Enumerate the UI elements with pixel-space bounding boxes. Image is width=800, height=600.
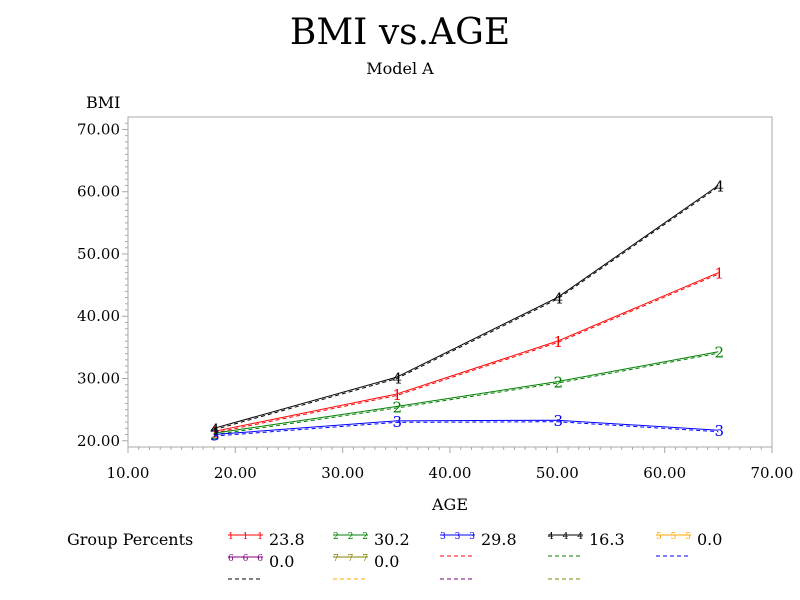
legend-value: 23.8	[269, 530, 305, 549]
legend-value: 0.0	[269, 552, 294, 571]
legend-marker: 7 7 7	[333, 554, 368, 564]
data-point-marker: 1	[210, 423, 220, 441]
chart-subtitle: Model A	[366, 59, 434, 78]
legend-entry: 5 5 5 0.0	[656, 530, 722, 549]
series-line	[213, 419, 719, 436]
x-tick-label: 50.00	[536, 464, 579, 482]
y-tick-label: 40.00	[77, 307, 120, 325]
series-dashed-line	[213, 352, 719, 436]
data-point-marker: 3	[554, 412, 564, 430]
legend-entry: 7 7 7 0.0	[333, 552, 399, 571]
data-point-marker: 3	[715, 422, 725, 440]
series-line	[213, 272, 719, 432]
legend-value: 0.0	[697, 530, 722, 549]
x-tick-label: 60.00	[643, 464, 686, 482]
legend-entry: 1 1 1 23.8	[228, 530, 305, 549]
legend-entry: 3 3 3 29.8	[440, 530, 517, 549]
x-tick-label: 20.00	[214, 464, 257, 482]
series-line	[213, 185, 719, 429]
data-point-marker: 2	[715, 344, 725, 362]
legend-value: 16.3	[589, 530, 625, 549]
y-tick-label: 60.00	[77, 183, 120, 201]
x-tick-label: 70.00	[751, 464, 794, 482]
series-dashed-line	[213, 273, 719, 434]
legend-entry: 6 6 6 0.0	[228, 552, 294, 571]
data-point-marker: 3	[393, 413, 403, 431]
y-tick-label: 30.00	[77, 370, 120, 388]
data-point-marker: 3	[210, 427, 220, 445]
series-4: 4 4 4 4	[210, 177, 724, 438]
y-axis: 20.00 30.00 40.00 50.00 60.00 70.00	[77, 117, 129, 450]
chart-title: BMI vs.AGE	[290, 12, 510, 53]
legend-marker: 2 2 2	[333, 532, 368, 542]
legend-marker: 3 3 3	[440, 532, 475, 542]
legend-marker: 5 5 5	[656, 532, 691, 542]
data-point-marker: 2	[554, 374, 564, 392]
series-3: 3 3 3 3	[210, 412, 724, 444]
data-point-marker: 1	[554, 333, 564, 351]
legend-value: 29.8	[481, 530, 517, 549]
data-point-marker: 4	[715, 177, 725, 195]
y-axis-label: BMI	[86, 93, 120, 112]
data-point-marker: 1	[715, 265, 725, 283]
plot-area-frame	[127, 116, 773, 448]
y-tick-label: 50.00	[77, 245, 120, 263]
series-1: 1 1 1 1	[210, 265, 724, 442]
legend-marker: 4 4 4	[548, 532, 583, 542]
series-line	[213, 351, 719, 434]
x-axis: 10.00 20.00 30.00 40.00 50.00 60.00 70.00	[107, 446, 794, 482]
data-point-marker: 4	[393, 369, 403, 387]
series-dashed-line	[213, 421, 719, 437]
data-point-marker: 4	[210, 420, 220, 438]
data-point-marker: 4	[554, 290, 564, 308]
legend-value: 0.0	[374, 552, 399, 571]
data-point-marker: 1	[393, 386, 403, 404]
legend-heading: Group Percents	[67, 530, 193, 549]
y-tick-label: 70.00	[77, 120, 120, 138]
y-tick-label: 20.00	[77, 432, 120, 450]
x-tick-label: 40.00	[429, 464, 472, 482]
legend: 1 1 1 23.8 2 2 2 30.2 3 3 3 29.8 4 4 4 16.3 5 5 …	[228, 530, 722, 580]
legend-entry: 4 4 4 16.3	[548, 530, 625, 549]
legend-marker: 6 6 6	[228, 554, 263, 564]
legend-value: 30.2	[374, 530, 410, 549]
data-point-marker: 2	[393, 399, 403, 417]
series-dashed-line	[213, 186, 719, 431]
x-axis-label: AGE	[431, 495, 468, 514]
legend-marker: 1 1 1	[228, 532, 263, 542]
legend-entry: 2 2 2 30.2	[333, 530, 410, 549]
x-tick-label: 10.00	[107, 464, 150, 482]
x-tick-label: 30.00	[321, 464, 364, 482]
